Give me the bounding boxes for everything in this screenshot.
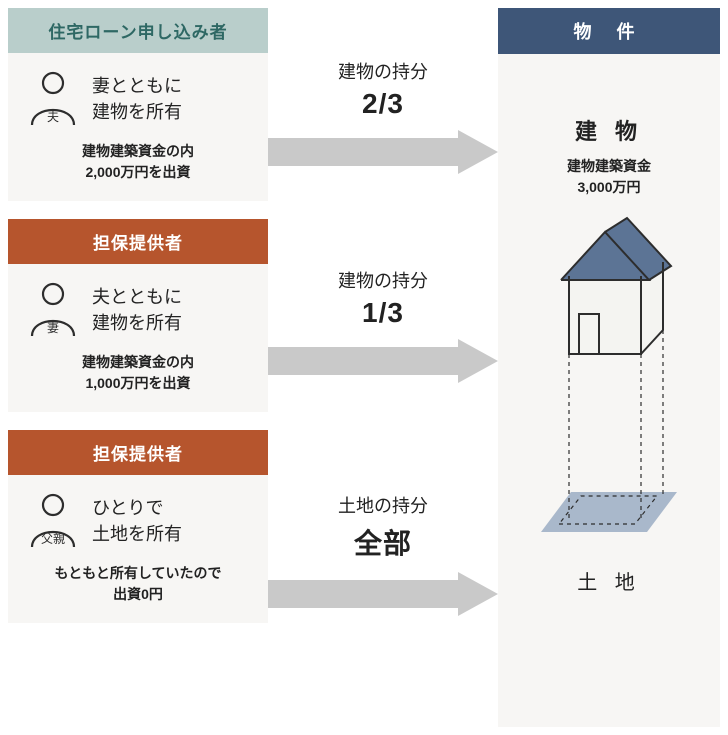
person-sub-text: もともと所有していたので出資0円 [8,561,268,605]
arrow-value: 1/3 [362,297,404,329]
property-body: 建 物 建物建築資金 3,000万円 [498,54,720,727]
person-sub-text: 建物建築資金の内2,000万円を出資 [8,139,268,183]
people-column: 住宅ローン申し込み者 夫 妻とともに建物を所有 建物建築資金の内2,000万円を… [8,8,268,727]
diagram-root: 住宅ローン申し込み者 夫 妻とともに建物を所有 建物建築資金の内2,000万円を… [0,0,728,735]
arrow-block-2: 土地の持分 全部 [268,458,498,727]
svg-text:夫: 夫 [47,110,59,124]
person-card-2: 担保提供者 父親 ひとりで土地を所有 もともと所有していたので出資0円 [8,430,268,623]
arrows-column: 建物の持分 2/3 建物の持分 1/3 土地の持分 全部 [268,8,498,727]
svg-text:父親: 父親 [41,532,65,546]
person-card-body: 父親 ひとりで土地を所有 [8,475,268,561]
arrow-value: 全部 [354,522,412,562]
arrow-block-1: 建物の持分 1/3 [268,233,498,458]
building-title: 建 物 [575,114,643,146]
arrow-icon [268,130,498,174]
person-card-0: 住宅ローン申し込み者 夫 妻とともに建物を所有 建物建築資金の内2,000万円を… [8,8,268,201]
person-main-text: 夫とともに建物を所有 [92,284,182,336]
person-sub-text: 建物建築資金の内1,000万円を出資 [8,350,268,394]
person-card-body: 妻 夫とともに建物を所有 [8,264,268,350]
arrow-block-0: 建物の持分 2/3 [268,8,498,233]
arrow-value: 2/3 [362,88,404,120]
person-main-text: 妻とともに建物を所有 [92,73,182,125]
arrow-icon [268,572,498,616]
svg-text:妻: 妻 [47,321,59,335]
person-card-header: 住宅ローン申し込み者 [8,8,268,53]
arrow-title: 建物の持分 [338,58,428,84]
person-icon: 夫 [26,69,80,129]
property-column: 物 件 建 物 建物建築資金 3,000万円 [498,8,720,727]
arrow-title: 土地の持分 [338,492,428,518]
person-main-text: ひとりで土地を所有 [92,495,182,547]
person-card-body: 夫 妻とともに建物を所有 [8,53,268,139]
arrow-title: 建物の持分 [338,267,428,293]
arrow-icon [268,339,498,383]
property-header: 物 件 [498,8,720,54]
person-icon: 妻 [26,280,80,340]
land-title: 土 地 [577,566,641,595]
person-icon: 父親 [26,491,80,551]
person-card-header: 担保提供者 [8,219,268,264]
person-card-header: 担保提供者 [8,430,268,475]
house-land-illustration [519,214,699,554]
building-sub: 建物建築資金 3,000万円 [567,156,651,198]
person-card-1: 担保提供者 妻 夫とともに建物を所有 建物建築資金の内1,000万円を出資 [8,219,268,412]
